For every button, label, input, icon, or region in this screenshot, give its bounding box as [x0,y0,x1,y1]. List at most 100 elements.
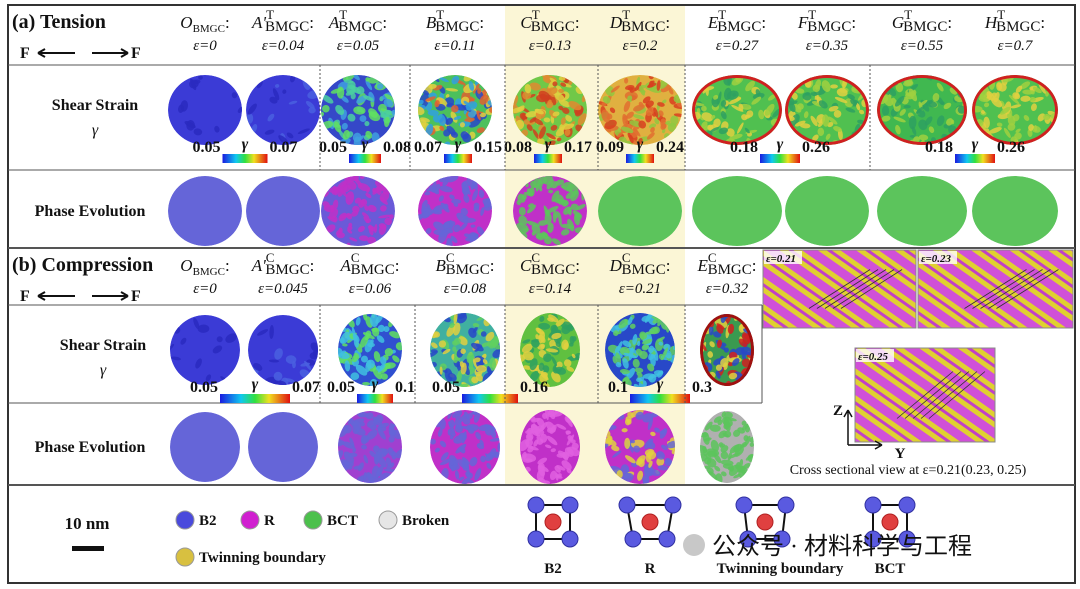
speckle [453,337,461,345]
speckle [714,465,721,472]
highlight [505,6,685,485]
speckle [389,331,401,339]
speckle [751,96,762,105]
speckle [713,416,722,423]
speckle [383,326,390,333]
column-header: AT BMGC: [328,7,387,35]
speckle [709,126,719,133]
speckle [671,450,675,455]
header-sup: T [532,7,540,22]
speckle [297,128,310,135]
header-sub: BMGC [717,19,761,35]
speckle [718,430,727,439]
speckle [338,450,344,461]
speckle [365,77,370,82]
sample-base [877,176,967,246]
speckle [768,93,777,101]
strain-label: ε=0.06 [349,281,392,297]
speckle [395,342,402,351]
header-sub: BMGC [531,19,575,35]
speckle [476,226,485,237]
speckle [345,75,355,81]
speckle [373,451,380,465]
speckle [555,361,563,369]
speckle [802,92,812,101]
speckle [564,128,571,137]
speckle [707,351,714,358]
speckle [642,413,654,423]
speckle [535,232,543,239]
speckle [356,86,365,95]
speckle [551,332,562,340]
speckle [351,326,357,339]
speckle [490,428,497,438]
speckle [1007,123,1016,131]
speckle [924,100,938,108]
inset-label: ε=0.21 [766,253,796,265]
sample [513,176,587,246]
speckle [727,361,734,367]
speckle [461,181,470,195]
speckle [653,107,659,118]
speckle [648,345,655,354]
speckle [543,353,552,363]
speckle [556,473,562,478]
speckle [469,457,478,467]
speckle [924,116,933,126]
speckle [538,465,549,472]
speckle [928,126,935,134]
header-letter: O [180,256,192,275]
speckle [893,116,906,123]
speckle [521,194,527,200]
speckle [720,451,729,460]
header-sup: T [997,7,1005,22]
speckle [434,100,440,108]
speckle [359,335,369,348]
speckle [365,359,372,373]
speckle [540,371,548,378]
speckle [170,356,182,361]
speckle [352,447,357,453]
sample-base [170,412,240,482]
speckle [570,439,576,444]
speckle [845,107,856,113]
speckle [991,92,997,98]
speckle [549,410,560,418]
header-colon: : [225,13,230,32]
speckle [438,340,447,348]
speckle [720,445,729,453]
strain-label: ε=0.21 [619,281,661,297]
speckle [657,465,669,471]
speckle [383,98,394,108]
speckle [635,455,646,466]
speckle [626,367,636,380]
speckle [633,383,641,387]
speckle [480,455,486,463]
speckle [749,436,754,443]
speckle [822,114,830,127]
speckle [479,94,489,105]
atom [561,530,579,548]
speckle [352,132,362,143]
speckle [522,339,531,344]
speckle [619,369,630,375]
speckle [857,119,865,124]
header-sup: T [436,7,444,22]
speckle [188,79,199,89]
speckle [451,75,460,85]
sample [430,410,500,484]
speckle [292,360,296,369]
speckle [556,194,565,205]
speckle [537,457,548,465]
speckle [456,370,463,384]
atom [898,496,916,514]
speckle [650,353,656,367]
speckle [648,460,653,468]
speckle [634,82,642,92]
colorbar-symbol: γ [777,136,784,153]
atom [898,530,916,548]
speckle [550,124,558,131]
header-colon: : [666,256,671,275]
speckle [729,466,734,472]
speckle [463,100,470,106]
